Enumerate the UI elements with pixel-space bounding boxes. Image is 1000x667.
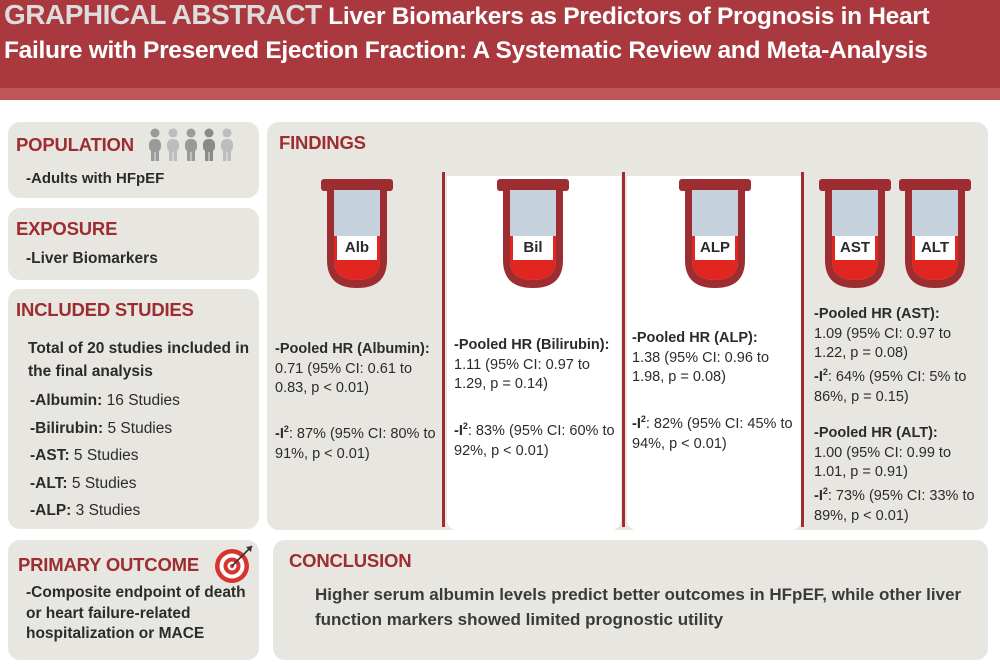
ast-hr: -Pooled HR (AST): 1.09 (95% CI: 0.97 to … bbox=[814, 306, 952, 361]
graphical-abstract-label: GRAPHICAL ABSTRACT bbox=[4, 0, 322, 30]
population-text: -Adults with HFpEF bbox=[26, 170, 165, 187]
target-icon bbox=[215, 545, 253, 583]
studies-summary: Total of 20 studies included in the fina… bbox=[28, 340, 250, 380]
alt-i2: -I2: 73% (95% CI: 33% to 89%, p < 0.01) bbox=[814, 486, 975, 524]
exposure-panel: EXPOSURE -Liver Biomarkers bbox=[8, 208, 259, 280]
alt-hr: -Pooled HR (ALT): 1.00 (95% CI: 0.99 to … bbox=[814, 425, 952, 480]
tube-label-alp: ALP bbox=[695, 236, 735, 260]
list-item: -AST: 5 Studies bbox=[30, 447, 139, 464]
header-band bbox=[0, 88, 1000, 100]
outcome-title: PRIMARY OUTCOME bbox=[18, 554, 199, 575]
population-title: POPULATION bbox=[16, 134, 134, 155]
bilirubin-i2: -I2: 83% (95% CI: 60% to 92%, p < 0.01) bbox=[454, 421, 615, 459]
test-tube-icon bbox=[819, 179, 891, 288]
test-tube-icon bbox=[497, 179, 569, 288]
column-divider bbox=[622, 172, 625, 527]
albumin-hr: -Pooled HR (Albumin): 0.71 (95% CI: 0.61… bbox=[275, 341, 430, 396]
tube-label-ast: AST bbox=[835, 236, 875, 260]
alp-hr: -Pooled HR (ALP): 1.38 (95% CI: 0.96 to … bbox=[632, 330, 770, 385]
albumin-i2: -I2: 87% (95% CI: 80% to 91%, p < 0.01) bbox=[275, 424, 436, 462]
tube-label-alt: ALT bbox=[915, 236, 955, 260]
title-text: Liver Biomarkers as Predictors of Progno… bbox=[4, 3, 930, 64]
tube-label-bil: Bil bbox=[513, 236, 553, 260]
exposure-title: EXPOSURE bbox=[16, 218, 118, 239]
column-divider bbox=[801, 172, 804, 527]
list-item: -ALT: 5 Studies bbox=[30, 474, 137, 492]
included-studies-panel: INCLUDED STUDIES Total of 20 studies inc… bbox=[8, 289, 259, 529]
conclusion-text: Higher serum albumin levels predict bett… bbox=[315, 585, 962, 629]
alp-i2: -I2: 82% (95% CI: 45% to 94%, p < 0.01) bbox=[632, 414, 793, 452]
list-item: -Bilirubin: 5 Studies bbox=[30, 419, 173, 437]
column-divider bbox=[442, 172, 445, 527]
bilirubin-hr: -Pooled HR (Bilirubin): 1.11 (95% CI: 0.… bbox=[454, 337, 610, 392]
header-banner: GRAPHICAL ABSTRACT Liver Biomarkers as P… bbox=[0, 0, 1000, 88]
test-tube-icon bbox=[679, 179, 751, 288]
list-item: -ALP: 3 Studies bbox=[30, 502, 141, 519]
exposure-text: -Liver Biomarkers bbox=[26, 250, 158, 267]
list-item: -Albumin: 16 Studies bbox=[30, 392, 180, 409]
tube-label-alb: Alb bbox=[337, 236, 377, 260]
findings-title: FINDINGS bbox=[279, 132, 366, 153]
population-panel: POPULATION -Adults with HFpEF bbox=[8, 122, 259, 198]
people-icon bbox=[149, 128, 233, 161]
studies-title: INCLUDED STUDIES bbox=[16, 299, 194, 320]
primary-outcome-panel: PRIMARY OUTCOME -Composite endpoint of d… bbox=[8, 540, 259, 660]
outcome-text: -Composite endpoint of death or heart fa… bbox=[26, 584, 246, 642]
studies-list: -Albumin: 16 Studies -Bilirubin: 5 Studi… bbox=[30, 387, 180, 525]
page-title: GRAPHICAL ABSTRACT Liver Biomarkers as P… bbox=[4, 0, 994, 68]
conclusion-title: CONCLUSION bbox=[289, 550, 412, 571]
test-tube-icon bbox=[899, 179, 971, 288]
ast-i2: -I2: 64% (95% CI: 5% to 86%, p = 0.15) bbox=[814, 367, 967, 405]
test-tube-icon bbox=[321, 179, 393, 288]
conclusion-panel: CONCLUSION Higher serum albumin levels p… bbox=[273, 540, 988, 660]
